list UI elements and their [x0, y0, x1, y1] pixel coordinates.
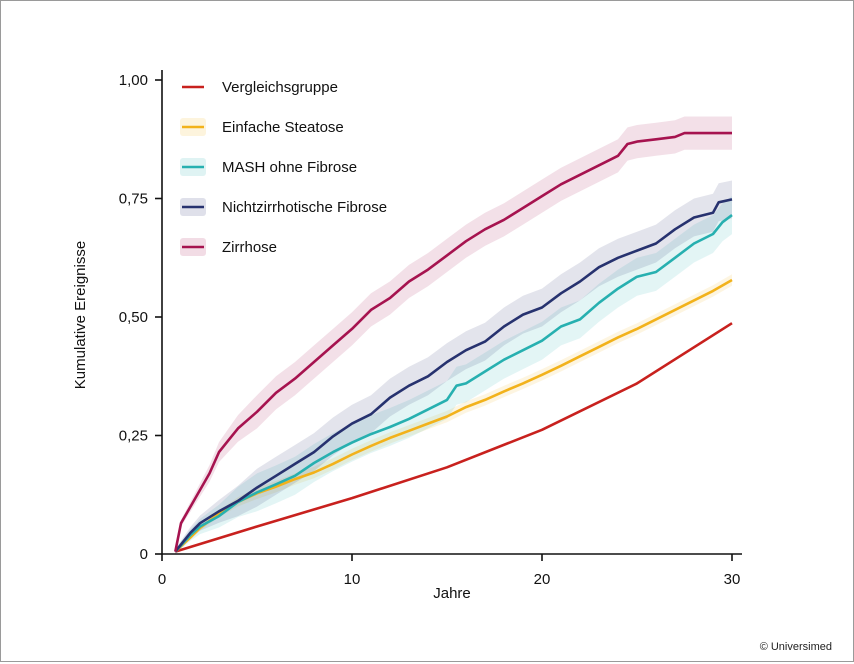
legend-item-nichtzirrhotische-fibrose: Nichtzirrhotische Fibrose [180, 198, 387, 216]
mash-ohne-fibrose-line [174, 214, 733, 553]
axes [155, 70, 742, 561]
x-axis-title: Jahre [433, 585, 471, 602]
x-tick-label: 10 [344, 571, 361, 588]
legend: Vergleichsgruppe Einfache Steatose MASH oh… [180, 79, 387, 256]
legend-label: Einfache Steatose [222, 119, 344, 136]
x-tick-label: 0 [158, 571, 166, 588]
legend-label: MASH ohne Fibrose [222, 159, 357, 176]
legend-item-einfache-steatose: Einfache Steatose [180, 118, 344, 136]
legend-item-vergleichsgruppe: Vergleichsgruppe [182, 79, 338, 96]
mash-ohne-fibrose-confidence-band [175, 196, 733, 554]
zirrhose-line [174, 131, 732, 552]
tick-labels: 0 10 20 30 0 0,25 0,50 0,75 1,00 [119, 72, 741, 588]
copyright-notice: © Universimed [759, 641, 832, 653]
y-tick-label: 0 [140, 546, 148, 563]
y-tick-label: 0,25 [119, 428, 148, 445]
y-tick-label: 1,00 [119, 72, 148, 89]
series-lines [174, 131, 733, 553]
legend-label: Nichtzirrhotische Fibrose [222, 199, 387, 216]
legend-item-mash-ohne-fibrose: MASH ohne Fibrose [180, 158, 357, 176]
legend-label: Vergleichsgruppe [222, 79, 338, 96]
nichtzirrhotische-fibrose-line [174, 198, 733, 553]
y-tick-label: 0,75 [119, 191, 148, 208]
y-axis-title: Kumulative Ereignisse [72, 241, 89, 389]
legend-item-zirrhose: Zirrhose [180, 238, 277, 256]
nichtzirrhotische-fibrose-confidence-band [175, 180, 733, 554]
confidence-bands [175, 116, 733, 554]
legend-label: Zirrhose [222, 239, 277, 256]
x-tick-label: 30 [724, 571, 741, 588]
vergleichsgruppe-line [174, 322, 733, 553]
y-tick-label: 0,50 [119, 309, 148, 326]
x-tick-label: 20 [534, 571, 551, 588]
